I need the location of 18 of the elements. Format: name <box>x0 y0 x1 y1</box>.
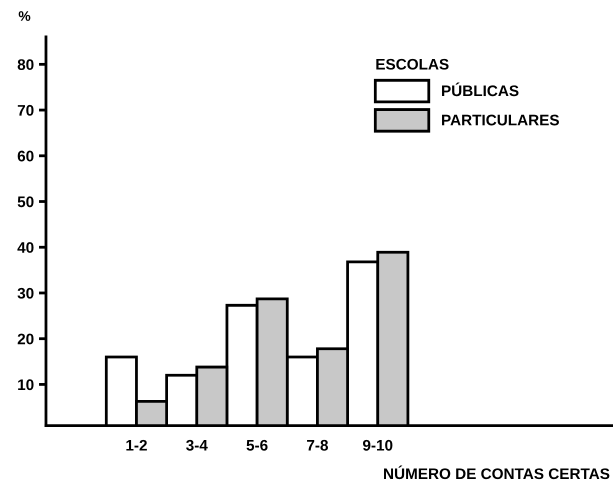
y-axis-title: % <box>18 11 30 21</box>
y-tick-label: 20 <box>18 334 34 344</box>
x-tick-label: 3-4 <box>186 440 208 451</box>
x-tick-label: 1-2 <box>126 440 147 451</box>
y-tick-label: 10 <box>18 379 34 390</box>
x-tick-label: 9-10 <box>362 440 392 451</box>
y-tick-label: 30 <box>18 288 34 299</box>
y-tick-label: 70 <box>18 104 34 116</box>
x-tick-label: 5-6 <box>246 440 268 451</box>
legend-title: ESCOLAS <box>376 58 449 70</box>
y-tick-label: 50 <box>18 196 34 208</box>
x-axis-title: NÚMERO DE CONTAS CERTAS <box>384 465 610 480</box>
y-tick-label: 40 <box>17 242 34 253</box>
legend-label: PÚBLICAS <box>442 82 518 96</box>
y-tick-label: 60 <box>18 150 34 162</box>
legend-label: PARTICULARES <box>442 114 559 126</box>
y-tick-label: 80 <box>18 59 34 70</box>
x-tick-label: 7-8 <box>307 440 328 451</box>
